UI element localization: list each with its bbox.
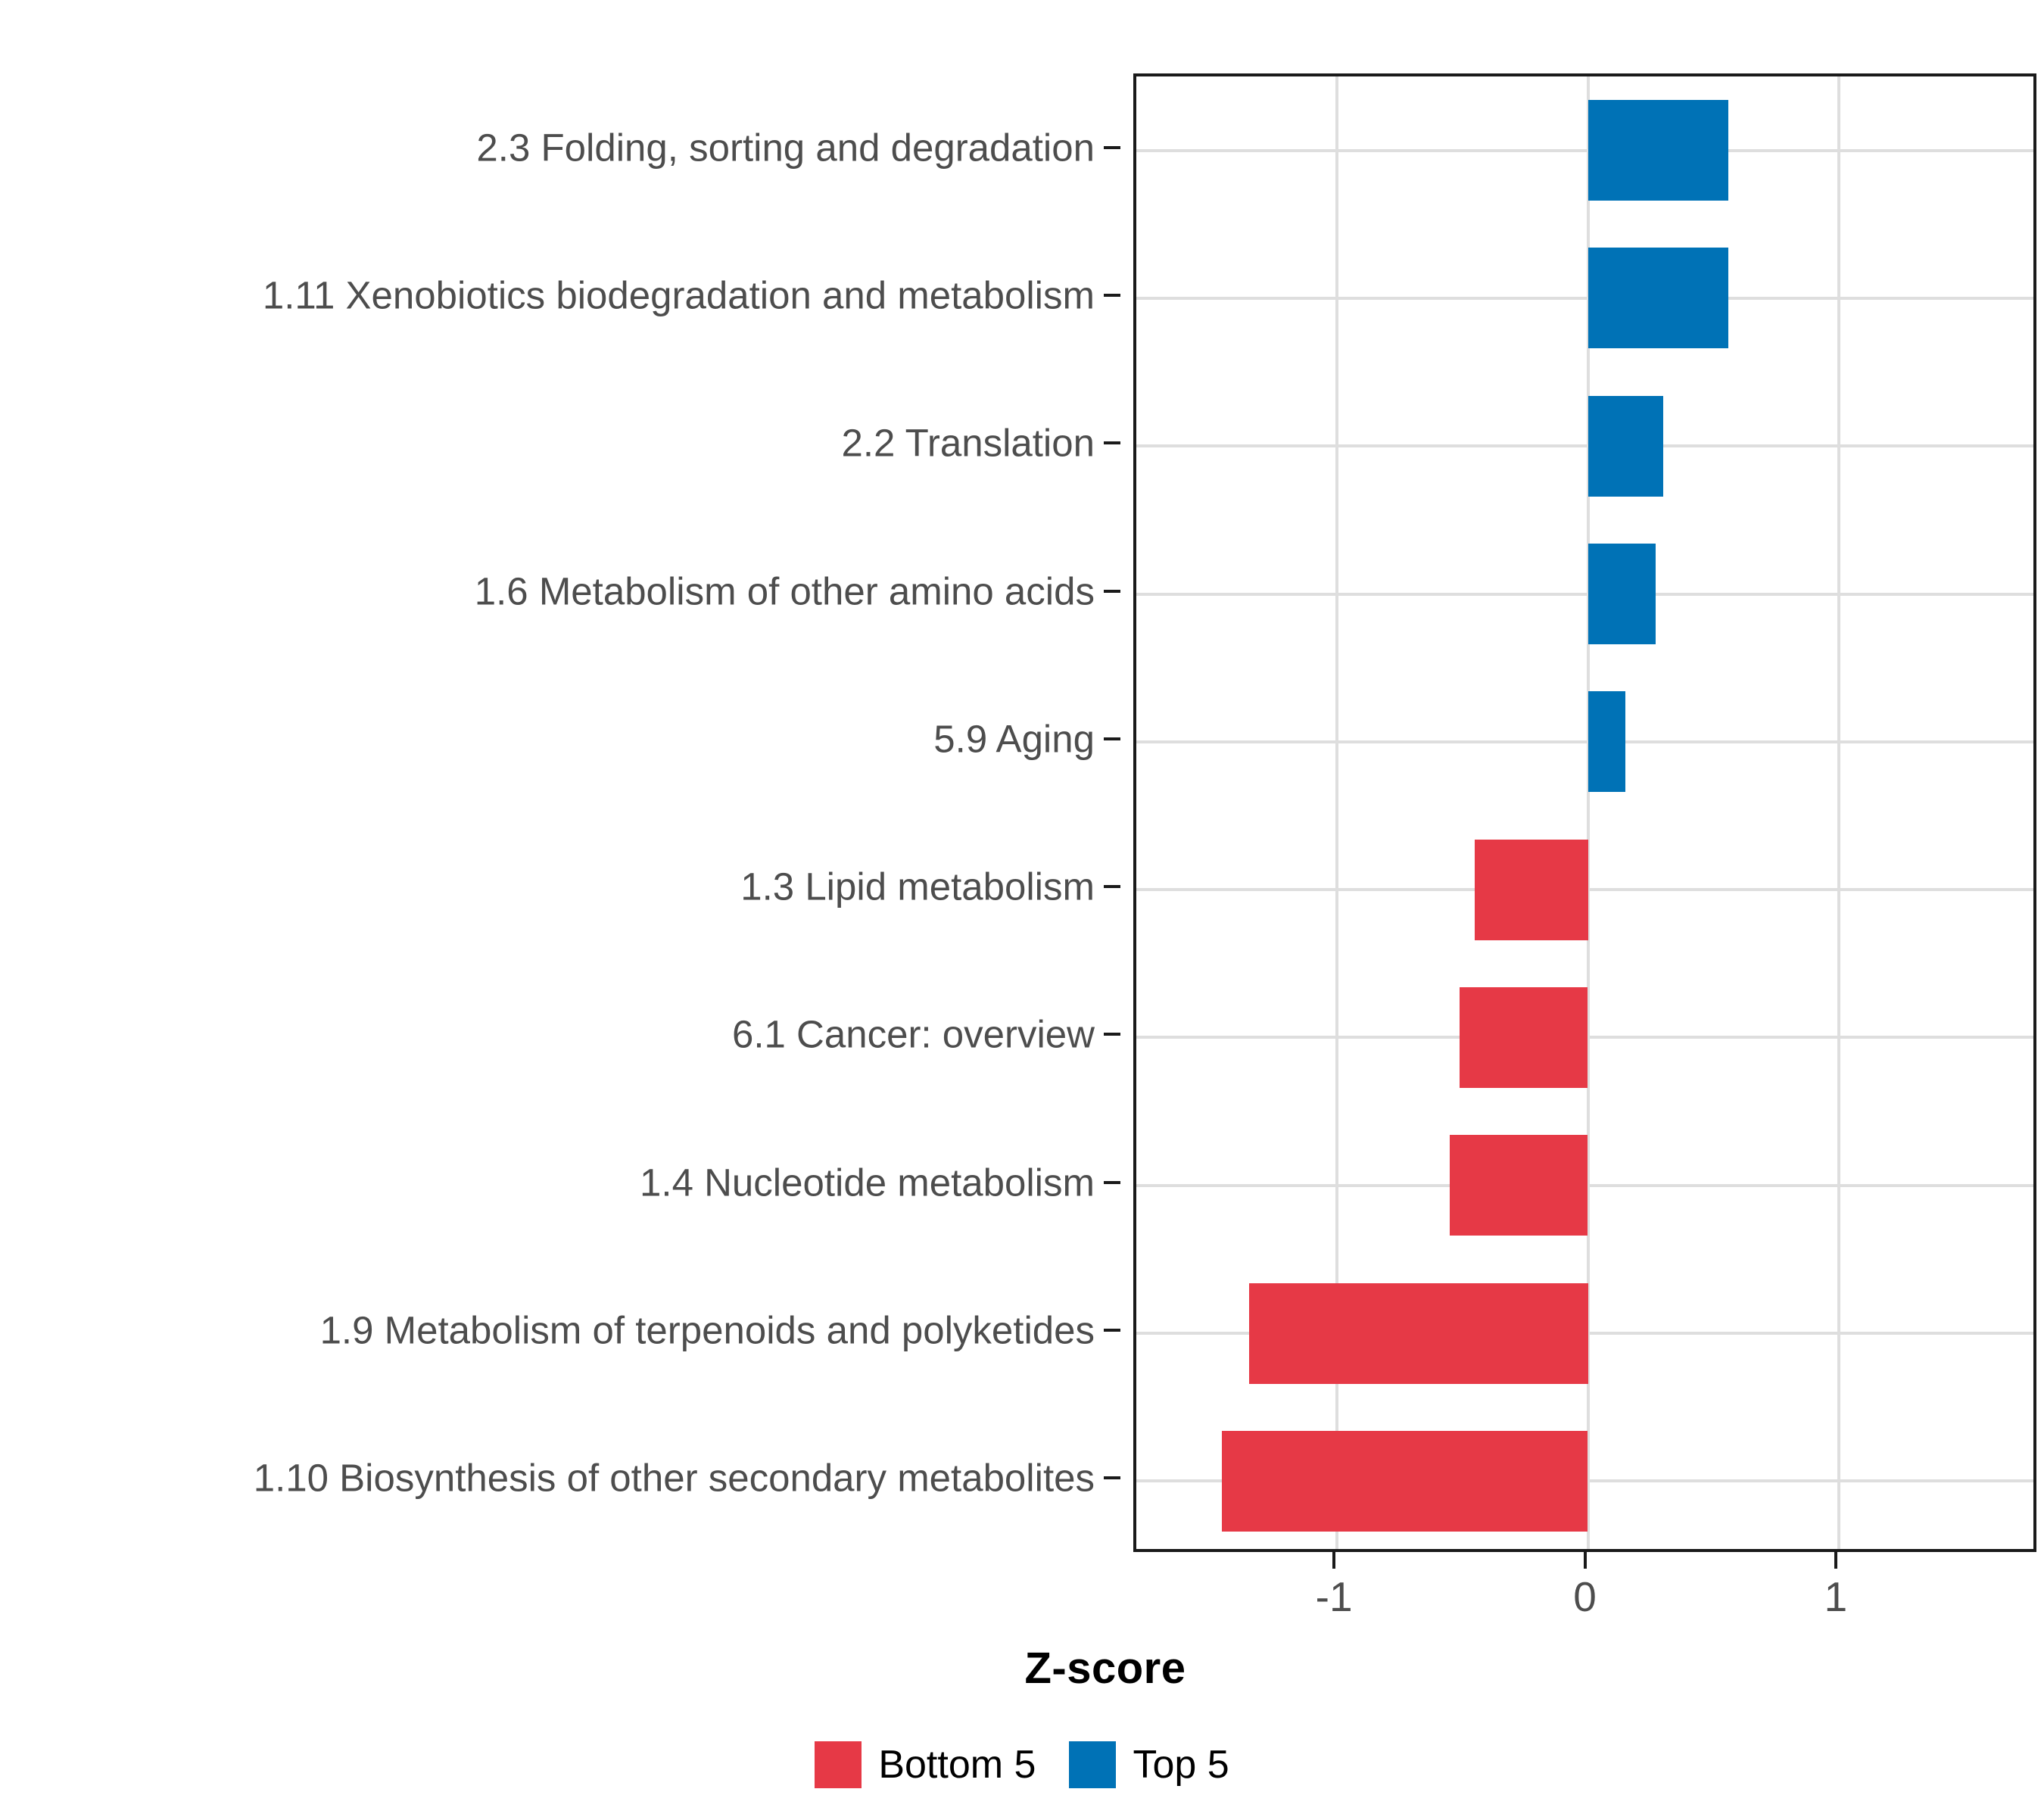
y-axis-labels: 2.3 Folding, sorting and degradation 1.11… <box>0 73 1120 1552</box>
bar[interactable] <box>1450 1135 1588 1236</box>
y-axis-tick-label: 1.9 Metabolism of terpenoids and polyket… <box>319 1308 1095 1352</box>
legend-color-swatch <box>815 1741 862 1788</box>
x-axis-tick-label: 0 <box>1573 1573 1597 1620</box>
x-axis-title-text: Z-score <box>1024 1644 1186 1693</box>
bar[interactable] <box>1588 100 1729 201</box>
y-axis-tick-mark <box>1104 589 1120 593</box>
legend-label: Bottom 5 <box>878 1743 1036 1787</box>
y-axis-tick-label: 2.3 Folding, sorting and degradation <box>476 126 1095 170</box>
y-axis-tick-mark <box>1104 293 1120 297</box>
legend-color-swatch <box>1069 1741 1117 1788</box>
y-axis-tick-mark <box>1104 737 1120 740</box>
y-axis-tick-label: 2.2 Translation <box>841 421 1095 465</box>
x-axis-tick-mark <box>1834 1552 1837 1569</box>
gridline-vertical <box>1335 76 1339 1549</box>
legend-item[interactable]: Top 5 <box>1069 1741 1229 1788</box>
x-axis-tick-label: 1 <box>1824 1573 1848 1620</box>
bar[interactable] <box>1221 1430 1588 1532</box>
y-axis-tick-label: 6.1 Cancer: overview <box>731 1012 1095 1056</box>
bar[interactable] <box>1475 839 1588 940</box>
y-axis-tick-label: 1.11 Xenobiotics biodegradation and meta… <box>262 273 1095 317</box>
x-axis-tick-label: -1 <box>1315 1573 1353 1620</box>
bar[interactable] <box>1588 691 1626 793</box>
y-axis-tick-mark <box>1104 1180 1120 1184</box>
y-axis-tick-mark <box>1104 1033 1120 1036</box>
x-axis-tick-mark <box>1332 1552 1336 1569</box>
y-axis-tick-mark <box>1104 1329 1120 1332</box>
legend-item[interactable]: Bottom 5 <box>815 1741 1036 1788</box>
y-axis-tick-mark <box>1104 1476 1120 1480</box>
bar[interactable] <box>1460 986 1588 1088</box>
gridline-vertical <box>1837 76 1840 1549</box>
y-axis-tick-label: 1.6 Metabolism of other amino acids <box>474 569 1095 613</box>
gridline-horizontal <box>1136 148 2033 152</box>
gridline-horizontal <box>1136 296 2033 300</box>
y-axis-tick-label: 1.10 Biosynthesis of other secondary met… <box>253 1456 1095 1500</box>
plot-panel <box>1133 73 2036 1552</box>
bar[interactable] <box>1588 544 1656 645</box>
y-axis-tick-label: 5.9 Aging <box>933 717 1095 761</box>
y-axis-tick-label: 1.4 Nucleotide metabolism <box>640 1161 1095 1205</box>
bar[interactable] <box>1588 248 1729 349</box>
legend-label: Top 5 <box>1133 1743 1229 1787</box>
bar[interactable] <box>1588 395 1663 497</box>
gridline-horizontal <box>1136 444 2033 448</box>
y-axis-tick-mark <box>1104 441 1120 445</box>
y-axis-tick-label: 1.3 Lipid metabolism <box>740 865 1095 908</box>
y-axis-tick-mark <box>1104 145 1120 149</box>
x-axis-title: Z-score <box>0 1643 2044 1694</box>
gridline-vertical <box>1586 76 1590 1549</box>
x-axis-tick-mark <box>1583 1552 1587 1569</box>
gridline-horizontal <box>1136 592 2033 596</box>
y-axis-tick-mark <box>1104 885 1120 889</box>
gridline-horizontal <box>1136 740 2033 743</box>
chart-legend: Bottom 5 Top 5 <box>0 1741 2044 1788</box>
bar[interactable] <box>1249 1282 1588 1384</box>
